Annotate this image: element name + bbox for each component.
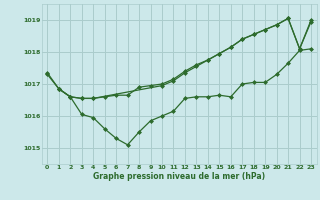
X-axis label: Graphe pression niveau de la mer (hPa): Graphe pression niveau de la mer (hPa): [93, 172, 265, 181]
